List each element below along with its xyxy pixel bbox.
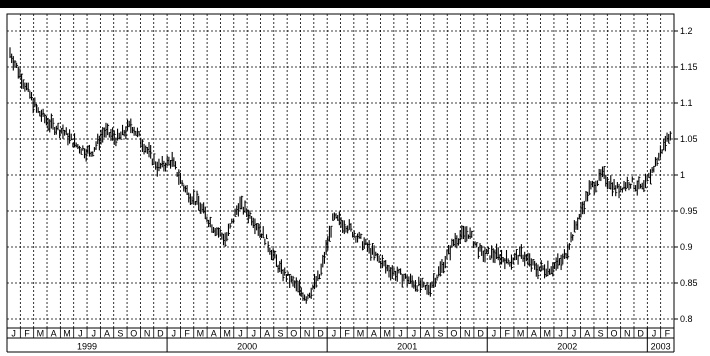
month-label: A xyxy=(424,329,430,339)
month-label: O xyxy=(450,329,457,339)
y-tick-label: 1.05 xyxy=(680,134,698,144)
month-label: J xyxy=(332,329,337,339)
top-band xyxy=(0,0,710,8)
year-label: 2001 xyxy=(397,342,417,352)
month-label: O xyxy=(290,329,297,339)
month-label: F xyxy=(24,329,30,339)
month-label: F xyxy=(505,329,511,339)
month-label: D xyxy=(477,329,484,339)
month-label: J xyxy=(91,329,96,339)
month-label: J xyxy=(652,329,657,339)
month-label: F xyxy=(344,329,350,339)
month-label: M xyxy=(63,329,71,339)
month-label: J xyxy=(412,329,417,339)
month-label: S xyxy=(277,329,283,339)
month-label: F xyxy=(665,329,671,339)
month-label: J xyxy=(572,329,577,339)
y-tick-label: 0.9 xyxy=(680,242,693,252)
month-label: M xyxy=(544,329,552,339)
month-label: N xyxy=(624,329,631,339)
month-label: A xyxy=(264,329,270,339)
y-tick-label: 0.85 xyxy=(680,278,698,288)
month-label: A xyxy=(51,329,57,339)
month-label: J xyxy=(558,329,563,339)
month-label: J xyxy=(252,329,257,339)
month-label: N xyxy=(144,329,151,339)
y-tick-label: 0.8 xyxy=(680,314,693,324)
y-tick-label: 1.2 xyxy=(680,26,693,36)
month-label: N xyxy=(464,329,471,339)
year-label: 2000 xyxy=(237,342,257,352)
month-label: S xyxy=(598,329,604,339)
month-label: M xyxy=(37,329,45,339)
month-label: S xyxy=(117,329,123,339)
month-label: J xyxy=(492,329,497,339)
y-tick-label: 1.1 xyxy=(680,98,693,108)
month-label: M xyxy=(357,329,365,339)
month-label: J xyxy=(78,329,83,339)
month-label: A xyxy=(104,329,110,339)
month-label: M xyxy=(197,329,205,339)
month-label: F xyxy=(184,329,190,339)
y-tick-label: 1.15 xyxy=(680,62,698,72)
month-label: O xyxy=(610,329,617,339)
month-label: D xyxy=(637,329,644,339)
month-label: J xyxy=(238,329,243,339)
month-label: N xyxy=(304,329,311,339)
y-axis: 0.8 0.85 0.9 0.95 1 1.05 1.1 1.15 1.2 xyxy=(674,26,698,324)
year-label: 1999 xyxy=(77,342,97,352)
month-label: A xyxy=(584,329,590,339)
month-label: A xyxy=(531,329,537,339)
gridlines xyxy=(7,14,674,328)
month-label: J xyxy=(11,329,16,339)
month-label: A xyxy=(371,329,377,339)
month-label: J xyxy=(398,329,403,339)
y-tick-label: 1 xyxy=(680,170,685,180)
month-label: O xyxy=(130,329,137,339)
price-bars xyxy=(9,47,672,304)
month-label: D xyxy=(157,329,164,339)
month-label: A xyxy=(211,329,217,339)
month-label: S xyxy=(438,329,444,339)
month-label: J xyxy=(172,329,177,339)
year-label: 2002 xyxy=(557,342,577,352)
y-tick-label: 0.95 xyxy=(680,206,698,216)
month-label: M xyxy=(383,329,391,339)
year-label: 2003 xyxy=(651,342,671,352)
month-label: M xyxy=(223,329,231,339)
month-label: D xyxy=(317,329,324,339)
month-label: M xyxy=(517,329,525,339)
